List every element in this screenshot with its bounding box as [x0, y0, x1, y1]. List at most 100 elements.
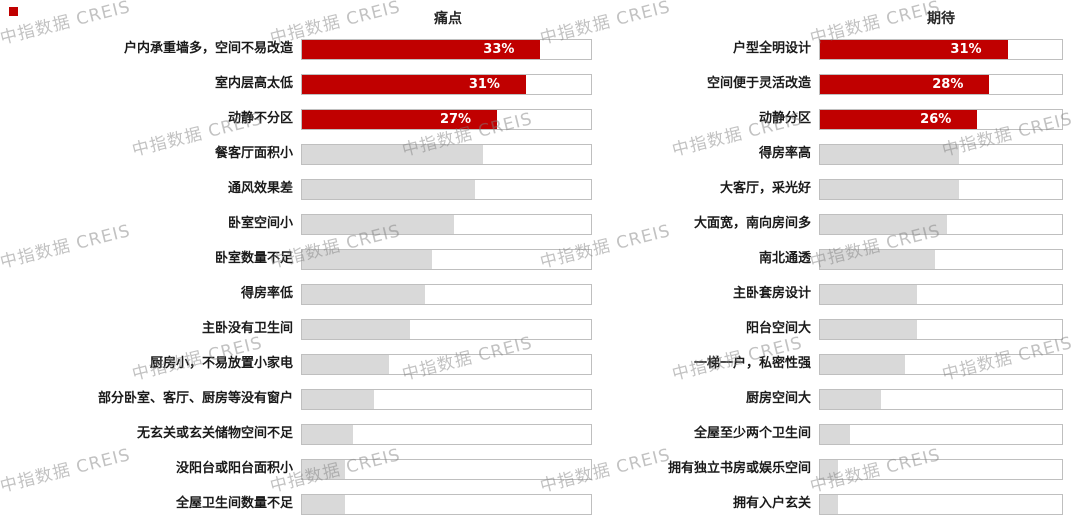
expectations-chart: 期待 户型全明设计 31% 空间便于灵活改造 28% 动静分区 26% 得房率高 大客厅，采光…: [604, 8, 1063, 522]
category-label: 全屋卫生间数量不足: [175, 496, 293, 512]
bar-row: 部分卧室、客厅、厨房等没有窗户: [6, 382, 592, 417]
category-label: 无玄关或玄关储物空间不足: [136, 426, 293, 442]
bar-track: [819, 459, 1063, 480]
bar-track: [301, 494, 592, 515]
bar-row: 卧室数量不足: [6, 242, 592, 277]
bar-row: 全屋卫生间数量不足: [6, 487, 592, 522]
bar-fill: [302, 320, 411, 339]
red-square-marker: [9, 7, 18, 16]
bar-fill-highlight: 28%: [820, 75, 990, 94]
bar-fill: [820, 145, 960, 164]
bar-fill: [302, 215, 454, 234]
bar-row: 大面宽，南向房间多: [604, 207, 1063, 242]
bar-fill: [302, 355, 389, 374]
bar-track: [301, 179, 592, 200]
bar-row: 餐客厅面积小: [6, 137, 592, 172]
bar-track: [301, 459, 592, 480]
bar-fill: [820, 355, 905, 374]
category-label: 户内承重墙多，空间不易改造: [123, 41, 293, 57]
bar-row: 动静不分区 27%: [6, 102, 592, 137]
bar-track: [819, 284, 1063, 305]
bar-row: 厨房空间大: [604, 382, 1063, 417]
bar-row: 主卧没有卫生间: [6, 312, 592, 347]
bar-fill: [302, 495, 346, 514]
data-label: 27%: [439, 112, 472, 127]
bar-track: [301, 249, 592, 270]
bar-track: [301, 354, 592, 375]
bar-track: [819, 354, 1063, 375]
category-label: 动静不分区: [227, 111, 293, 127]
bar-row: 得房率低: [6, 277, 592, 312]
category-label: 厨房小，不易放置小家电: [149, 356, 293, 372]
bar-row: 一梯一户，私密性强: [604, 347, 1063, 382]
bar-track: [819, 494, 1063, 515]
bar-fill: [302, 390, 375, 409]
bar-fill-highlight: 33%: [302, 40, 541, 59]
pain-points-chart: 痛点 户内承重墙多，空间不易改造 33% 室内层高太低 31% 动静不分区 27% 餐客厅面…: [0, 8, 592, 522]
category-label: 拥有入户玄关: [732, 496, 811, 512]
bar-fill-highlight: 26%: [820, 110, 978, 129]
data-label: 33%: [483, 42, 515, 57]
bar-row: 没阳台或阳台面积小: [6, 452, 592, 487]
category-label: 餐客厅面积小: [214, 146, 293, 162]
bar-track: 28%: [819, 74, 1063, 95]
bar-rows: 户型全明设计 31% 空间便于灵活改造 28% 动静分区 26% 得房率高 大客厅，采光好 大面…: [604, 32, 1063, 522]
bar-row: 户内承重墙多，空间不易改造 33%: [6, 32, 592, 67]
bar-fill-highlight: 31%: [302, 75, 526, 94]
bar-row: 拥有入户玄关: [604, 487, 1063, 522]
category-label: 得房率高: [758, 146, 811, 162]
data-label: 31%: [468, 77, 500, 92]
bar-track: 27%: [301, 109, 592, 130]
category-label: 没阳台或阳台面积小: [175, 461, 293, 477]
category-label: 大客厅，采光好: [719, 181, 811, 197]
bar-fill: [302, 250, 433, 269]
category-label: 室内层高太低: [214, 76, 293, 92]
bar-track: [819, 319, 1063, 340]
category-label: 卧室空间小: [227, 216, 293, 232]
bar-track: [301, 214, 592, 235]
bar-fill: [820, 250, 935, 269]
bar-fill: [820, 390, 881, 409]
bar-row: 室内层高太低 31%: [6, 67, 592, 102]
category-label: 通风效果差: [227, 181, 293, 197]
bar-row: 卧室空间小: [6, 207, 592, 242]
bar-fill: [820, 320, 917, 339]
chart-title-pain-points: 痛点: [434, 11, 462, 27]
bar-fill: [302, 180, 476, 199]
bar-row: 户型全明设计 31%: [604, 32, 1063, 67]
bar-track: [301, 424, 592, 445]
bar-fill: [820, 180, 960, 199]
category-label: 阳台空间大: [745, 321, 811, 337]
category-label: 卧室数量不足: [214, 251, 293, 267]
data-label: 26%: [920, 112, 952, 127]
bar-fill: [302, 425, 353, 444]
bar-row: 阳台空间大: [604, 312, 1063, 347]
category-label: 主卧没有卫生间: [201, 321, 293, 337]
category-label: 拥有独立书房或娱乐空间: [667, 461, 811, 477]
category-label: 南北通透: [758, 251, 811, 267]
bar-row: 得房率高: [604, 137, 1063, 172]
bar-fill: [302, 285, 425, 304]
bar-track: [301, 389, 592, 410]
category-label: 主卧套房设计: [732, 286, 811, 302]
category-label: 部分卧室、客厅、厨房等没有窗户: [97, 391, 293, 407]
bar-track: [301, 284, 592, 305]
category-label: 得房率低: [240, 286, 293, 302]
data-label: 28%: [932, 77, 964, 92]
bar-row: 空间便于灵活改造 28%: [604, 67, 1063, 102]
category-label: 厨房空间大: [745, 391, 811, 407]
category-label: 户型全明设计: [732, 41, 811, 57]
bar-fill: [820, 460, 839, 479]
bar-fill: [820, 215, 948, 234]
category-label: 全屋至少两个卫生间: [693, 426, 811, 442]
bar-track: [819, 424, 1063, 445]
bar-row: 无玄关或玄关储物空间不足: [6, 417, 592, 452]
bar-track: 31%: [301, 74, 592, 95]
bar-row: 大客厅，采光好: [604, 172, 1063, 207]
bar-fill: [302, 460, 346, 479]
bar-track: 33%: [301, 39, 592, 60]
bar-row: 南北通透: [604, 242, 1063, 277]
bar-fill-highlight: 31%: [820, 40, 1008, 59]
category-label: 一梯一户，私密性强: [693, 356, 811, 372]
